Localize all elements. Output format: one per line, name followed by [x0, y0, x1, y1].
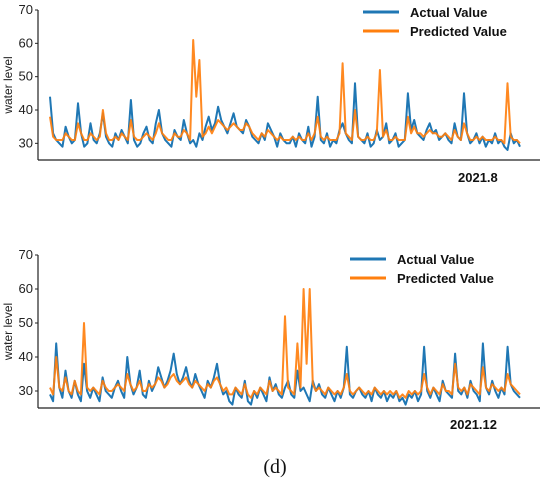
y-tick-label: 70 — [19, 247, 33, 262]
x-axis-label: 2021.12 — [450, 417, 497, 432]
series-line-predicted — [49, 288, 521, 399]
y-tick-label: 50 — [19, 315, 33, 330]
y-tick-label: 60 — [19, 281, 33, 296]
y-tick-label: 30 — [19, 135, 33, 150]
chart-panel-bottom: 30 40 50 60 70 water level Actual Value Predict… — [1, 247, 540, 432]
legend-label-actual: Actual Value — [397, 252, 474, 267]
figure-label: (d) — [263, 456, 287, 478]
y-tick-label: 40 — [19, 349, 33, 364]
series-line-actual — [49, 342, 521, 406]
legend-label-predicted: Predicted Value — [397, 271, 494, 286]
y-tick-label: 30 — [19, 383, 33, 398]
x-axis-label: 2021.8 — [458, 170, 498, 185]
legend-label-actual: Actual Value — [410, 5, 487, 20]
series-line-predicted — [49, 39, 521, 145]
y-axis-label: water level — [1, 56, 15, 114]
y-tick-label: 40 — [19, 102, 33, 117]
legend-label-predicted: Predicted Value — [410, 24, 507, 39]
y-axis-label: water level — [1, 303, 15, 361]
y-tick-label: 70 — [19, 2, 33, 17]
chart-panel-top: 30 40 50 60 70 water level Actual Value Predict… — [1, 2, 540, 185]
y-tick-label: 60 — [19, 35, 33, 50]
y-tick-label: 50 — [19, 69, 33, 84]
